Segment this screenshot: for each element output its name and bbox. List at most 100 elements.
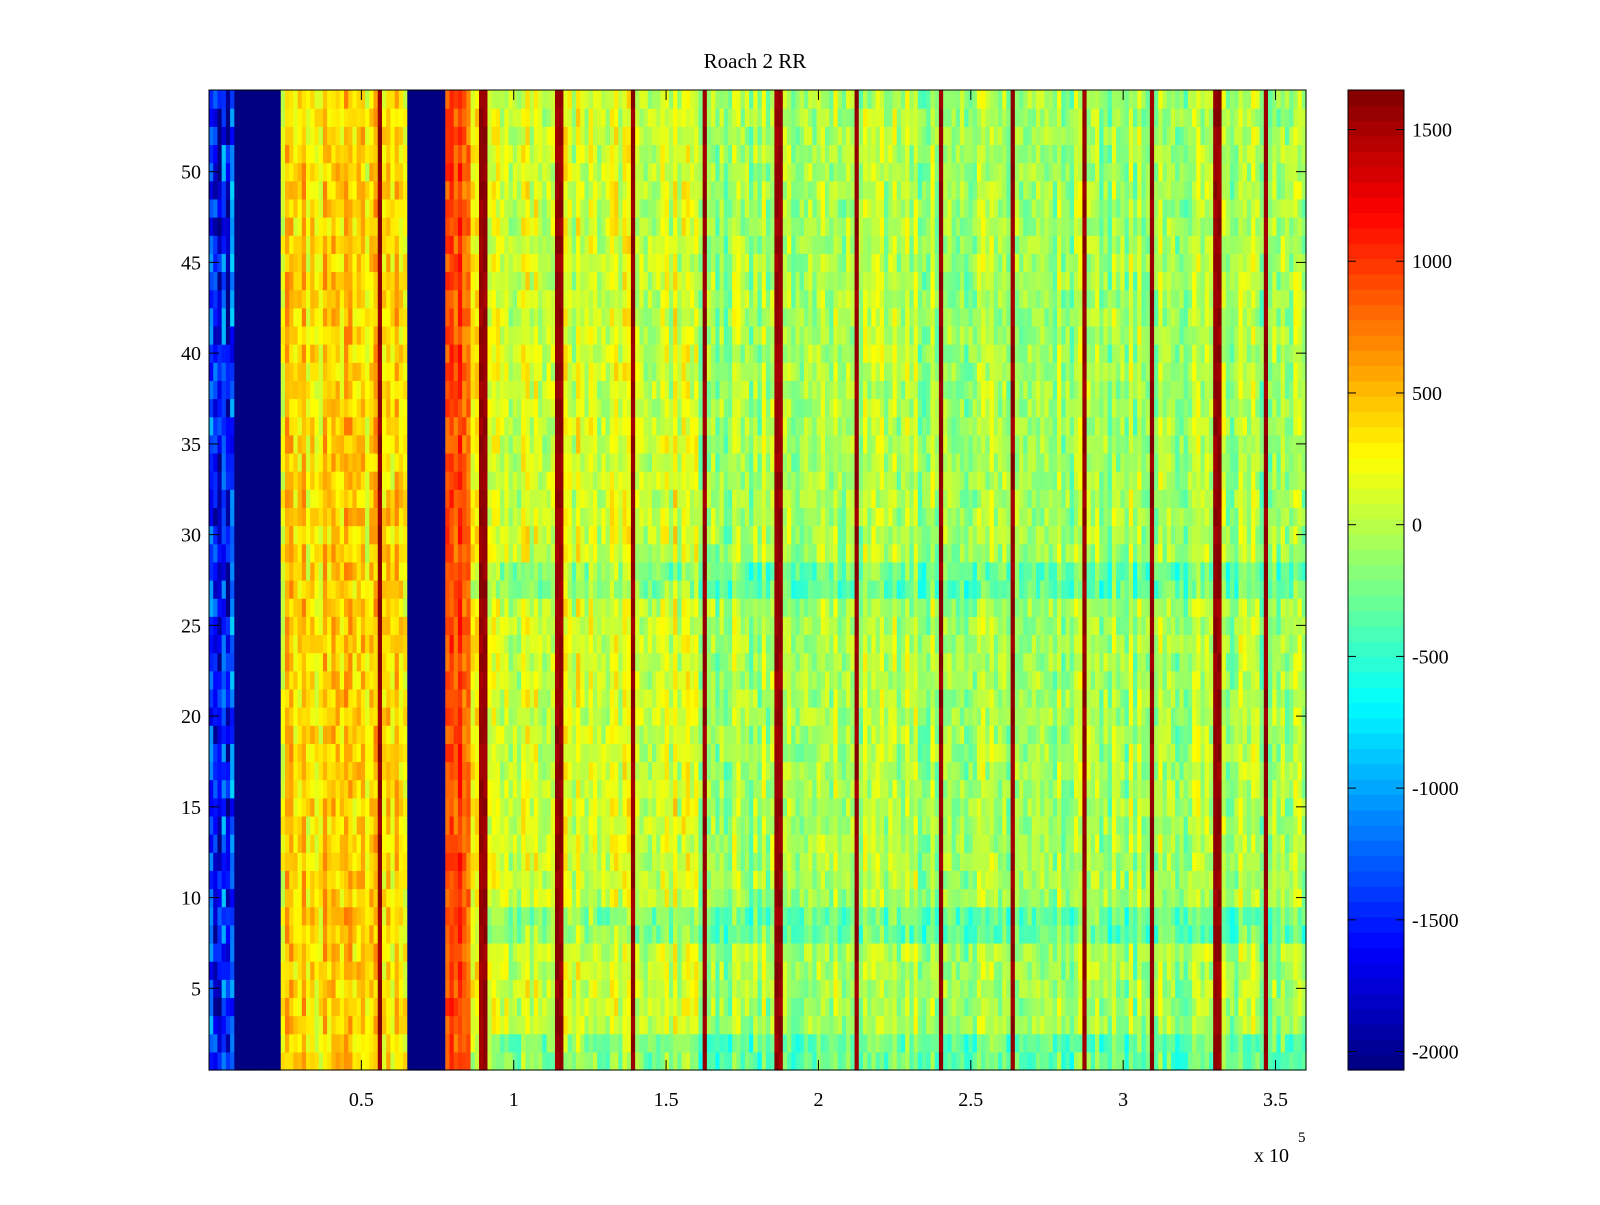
heat-cell (403, 162, 408, 182)
heat-cell (550, 942, 556, 962)
heat-cell (327, 598, 332, 617)
heat-cell (352, 652, 358, 672)
heat-cell (276, 289, 282, 309)
heat-cell (293, 797, 299, 817)
heat-cell (276, 634, 282, 654)
heat-cell (411, 543, 417, 563)
heat-cell (445, 543, 451, 563)
heat-cell (453, 362, 459, 381)
heat-cell (508, 271, 514, 291)
heat-cell (491, 997, 497, 1017)
heat-cell (310, 108, 316, 127)
heat-cell (436, 525, 442, 545)
heat-cell (470, 307, 476, 327)
heat-cell (322, 707, 328, 726)
heat-cell (533, 670, 539, 690)
heat-cell (306, 688, 311, 708)
heat-cell (284, 743, 290, 763)
heat-cell (369, 307, 375, 327)
heat-cell (567, 670, 573, 690)
heat-cell (322, 307, 328, 327)
heat-cell (289, 725, 294, 744)
heat-cell (365, 198, 370, 218)
heat-cell (348, 961, 354, 980)
heat-cell (217, 90, 223, 109)
heat-cell (550, 888, 556, 908)
heat-cell (588, 743, 594, 763)
heat-cell (466, 670, 472, 690)
heat-cell (221, 779, 227, 799)
heat-cell (521, 253, 527, 273)
heat-cell (542, 834, 548, 853)
heat-cell (398, 325, 404, 345)
heat-cell (356, 1015, 362, 1035)
heat-cell (314, 452, 320, 472)
heat-cell (529, 90, 535, 109)
heat-cell (563, 1015, 569, 1035)
heat-cell (221, 434, 227, 454)
heat-cell (327, 924, 332, 944)
heatmap-cells (209, 90, 1307, 1071)
heat-cell (327, 652, 332, 672)
heat-cell (352, 870, 358, 890)
heat-cell (495, 471, 501, 490)
heat-cell (470, 725, 476, 744)
heat-cell (441, 126, 446, 146)
heat-cell (538, 307, 543, 327)
heat-cell (327, 1051, 332, 1071)
heat-cell (301, 834, 307, 853)
heat-cell (365, 307, 370, 327)
heat-cell (411, 507, 417, 527)
heat-cell (242, 797, 248, 817)
heat-cell (289, 144, 294, 164)
heat-cell (263, 144, 269, 164)
heat-cell (432, 979, 438, 999)
heat-cell (592, 906, 598, 926)
heat-cell (567, 507, 573, 527)
heat-cell (424, 707, 429, 726)
heat-cell (592, 634, 598, 654)
heat-cell (466, 162, 472, 182)
heat-cell (297, 961, 303, 980)
heat-cell (521, 452, 527, 472)
heat-cell (246, 997, 252, 1017)
heat-cell (554, 471, 560, 490)
heat-cell (356, 652, 362, 672)
heat-cell (225, 743, 231, 763)
heat-cell (217, 108, 223, 127)
heat-cell (238, 380, 244, 400)
heat-cell (318, 344, 324, 363)
heat-cell (284, 253, 290, 273)
heat-cell (246, 815, 252, 835)
heat-cell (310, 471, 316, 490)
heat-cell (567, 253, 573, 273)
heat-cell (238, 997, 244, 1017)
heat-cell (289, 1015, 294, 1035)
heat-cell (327, 198, 332, 218)
heat-cell (293, 979, 299, 999)
heat-cell (529, 525, 535, 545)
heat-cell (483, 834, 489, 853)
heat-cell (289, 815, 294, 835)
heat-cell (449, 344, 455, 363)
heat-cell (512, 815, 518, 835)
heat-cell (533, 888, 539, 908)
heat-cell (373, 271, 379, 291)
heat-cell (348, 162, 354, 182)
heat-cell (259, 942, 265, 962)
heat-cell (272, 1015, 278, 1035)
heat-cell (457, 144, 463, 164)
heat-cell (314, 344, 320, 363)
heat-cell (293, 834, 299, 853)
heat-cell (221, 507, 227, 527)
heat-cell (314, 870, 320, 890)
heat-cell (209, 1015, 214, 1035)
heat-cell (415, 507, 421, 527)
heat-cell (251, 398, 257, 418)
heat-cell (432, 489, 438, 509)
heat-cell (546, 634, 552, 654)
heat-cell (470, 634, 476, 654)
heat-cell (483, 979, 489, 999)
heat-cell (365, 779, 370, 799)
heat-cell (449, 598, 455, 617)
